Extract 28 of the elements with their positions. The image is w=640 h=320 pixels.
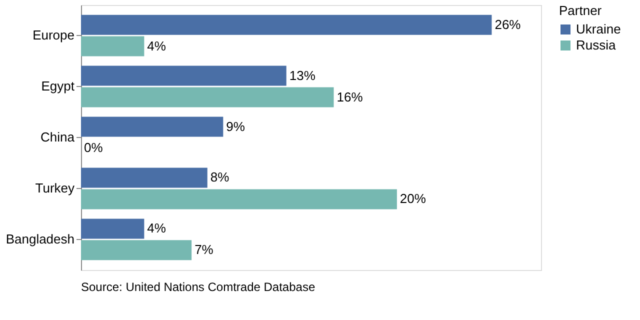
data-label: 4% [147,38,166,54]
data-label: 20% [400,191,426,206]
legend-title: Partner [559,3,602,18]
data-label: 8% [210,170,230,185]
bar [81,240,192,260]
source-note: Source: United Nations Comtrade Database [81,280,316,294]
bar [81,189,397,210]
y-tick-label: Bangladesh [6,231,74,246]
bar [81,87,334,108]
y-tick-label: China [40,130,76,144]
bar [81,168,208,188]
bar [81,116,224,137]
y-tick-label: Turkey [35,180,75,196]
data-label: 9% [226,118,246,134]
bar [81,218,144,239]
y-tick-label: Europe [32,28,74,43]
data-label: 16% [336,89,364,104]
legend-label: Russia [576,38,617,52]
legend-label: Ukraine [576,22,621,36]
bar [81,14,492,35]
data-label: 7% [194,242,214,258]
bar [81,66,286,86]
data-label: 13% [289,68,316,83]
data-label: 4% [147,220,166,236]
data-label: 0% [84,140,104,156]
y-tick-label: Egypt [41,78,75,94]
data-label: 26% [494,16,522,32]
bar [81,36,144,56]
